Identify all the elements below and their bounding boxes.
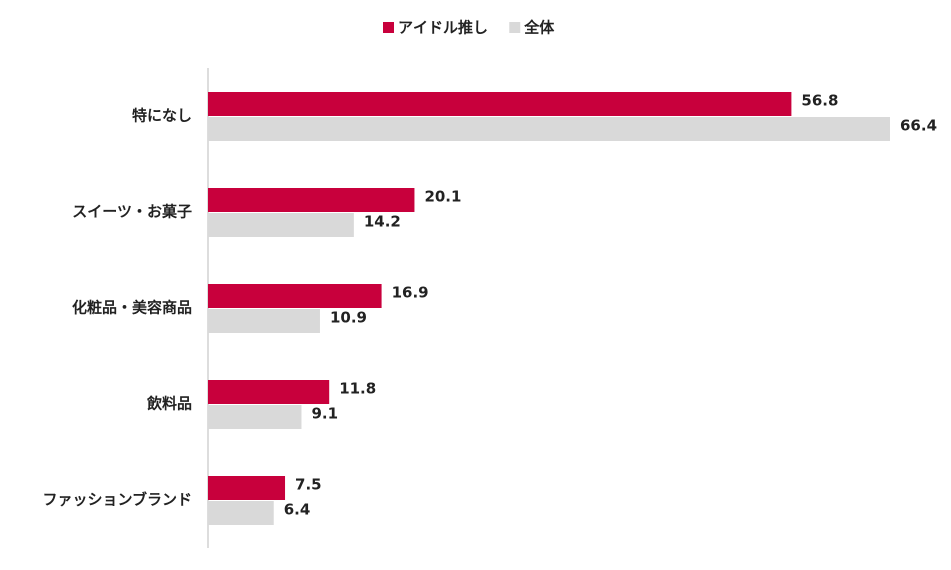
value-label: 10.9 (330, 309, 367, 327)
value-label: 9.1 (311, 405, 338, 423)
bar (208, 213, 354, 237)
bar (208, 380, 330, 404)
value-label: 20.1 (424, 188, 461, 206)
value-label: 6.4 (284, 501, 311, 519)
legend-swatch (509, 22, 521, 33)
legend-swatch (383, 22, 394, 33)
y-tick-label: 化粧品・美容商品 (72, 299, 192, 317)
bar (208, 501, 274, 525)
y-tick-label: スイーツ・お菓子 (72, 203, 192, 221)
value-label: 7.5 (295, 476, 322, 494)
bar (208, 92, 792, 116)
bar (208, 309, 320, 333)
y-tick-label: ファッションブランド (42, 491, 192, 509)
value-label: 14.2 (364, 213, 401, 231)
value-label: 11.8 (339, 380, 376, 398)
bar (208, 476, 286, 500)
bar (208, 284, 382, 308)
bar (208, 117, 890, 141)
bar (208, 405, 302, 429)
legend-label: 全体 (523, 19, 555, 37)
y-tick-label: 特になし (132, 107, 192, 125)
value-label: 16.9 (392, 284, 429, 302)
y-tick-label: 飲料品 (146, 395, 192, 413)
bar (208, 188, 415, 212)
value-label: 66.4 (900, 117, 937, 135)
legend-label: アイドル推し (398, 19, 488, 37)
value-label: 56.8 (801, 92, 838, 110)
